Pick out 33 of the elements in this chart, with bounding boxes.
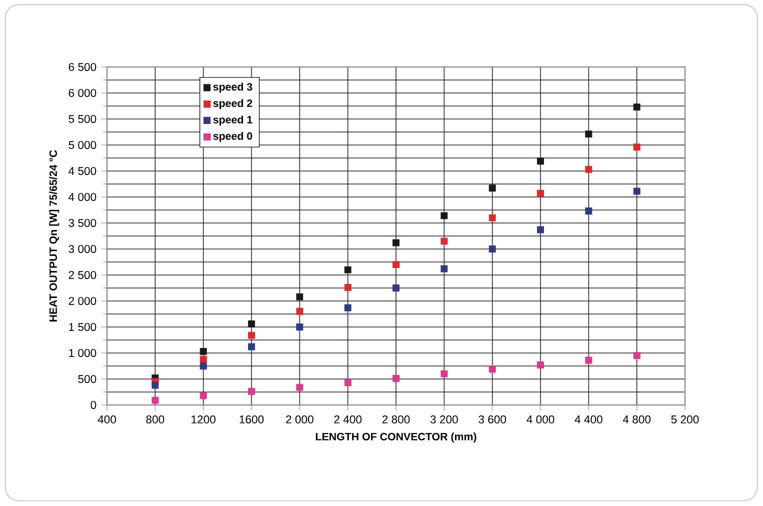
y-tick-label: 1 000 (69, 348, 96, 357)
y-tick-label: 1 500 (69, 322, 96, 331)
y-tick-label: 3 000 (68, 244, 96, 253)
y-tick-label: 3 500 (68, 218, 96, 227)
y-tick-label: 2 000 (68, 296, 96, 305)
y-axis-title: HEAT OUTPUT Qn [W] 75/65/24 °C (49, 150, 60, 322)
y-tick-label: 5 000 (68, 140, 96, 149)
x-tick-label: 4 800 (622, 415, 651, 424)
legend-label: speed 1 (213, 116, 252, 126)
x-tick-label: 1200 (192, 415, 216, 424)
y-tick-label: 4 500 (68, 166, 96, 175)
x-tick-label: 3 600 (478, 415, 506, 424)
x-tick-label: 400 (98, 415, 116, 424)
y-tick-label: 5 500 (68, 114, 96, 123)
x-tick-label: 3 200 (430, 415, 458, 424)
x-tick-label: 1600 (240, 415, 264, 424)
y-tick-label: 2 500 (68, 270, 96, 279)
y-tick-label: 6 500 (68, 62, 96, 71)
x-tick-label: 2 000 (286, 415, 314, 424)
y-tick-label: 4 000 (68, 192, 96, 201)
x-tick-label: 2 400 (334, 415, 362, 424)
x-axis-title: LENGTH OF CONVECTOR (mm) (316, 432, 476, 443)
legend-label: speed 3 (213, 82, 252, 93)
x-tick-label: 800 (146, 415, 164, 424)
y-tick-label: 500 (78, 374, 96, 383)
x-tick-label: 2 800 (382, 415, 410, 424)
x-tick-label: 5 200 (671, 415, 699, 424)
y-tick-label: 0 (90, 400, 96, 409)
x-tick-label: 4 000 (526, 415, 554, 424)
x-tick-label: 4 400 (574, 415, 602, 424)
legend-label: speed 2 (213, 99, 252, 110)
y-tick-label: 6 000 (68, 88, 96, 97)
legend-label: speed 0 (213, 132, 252, 142)
